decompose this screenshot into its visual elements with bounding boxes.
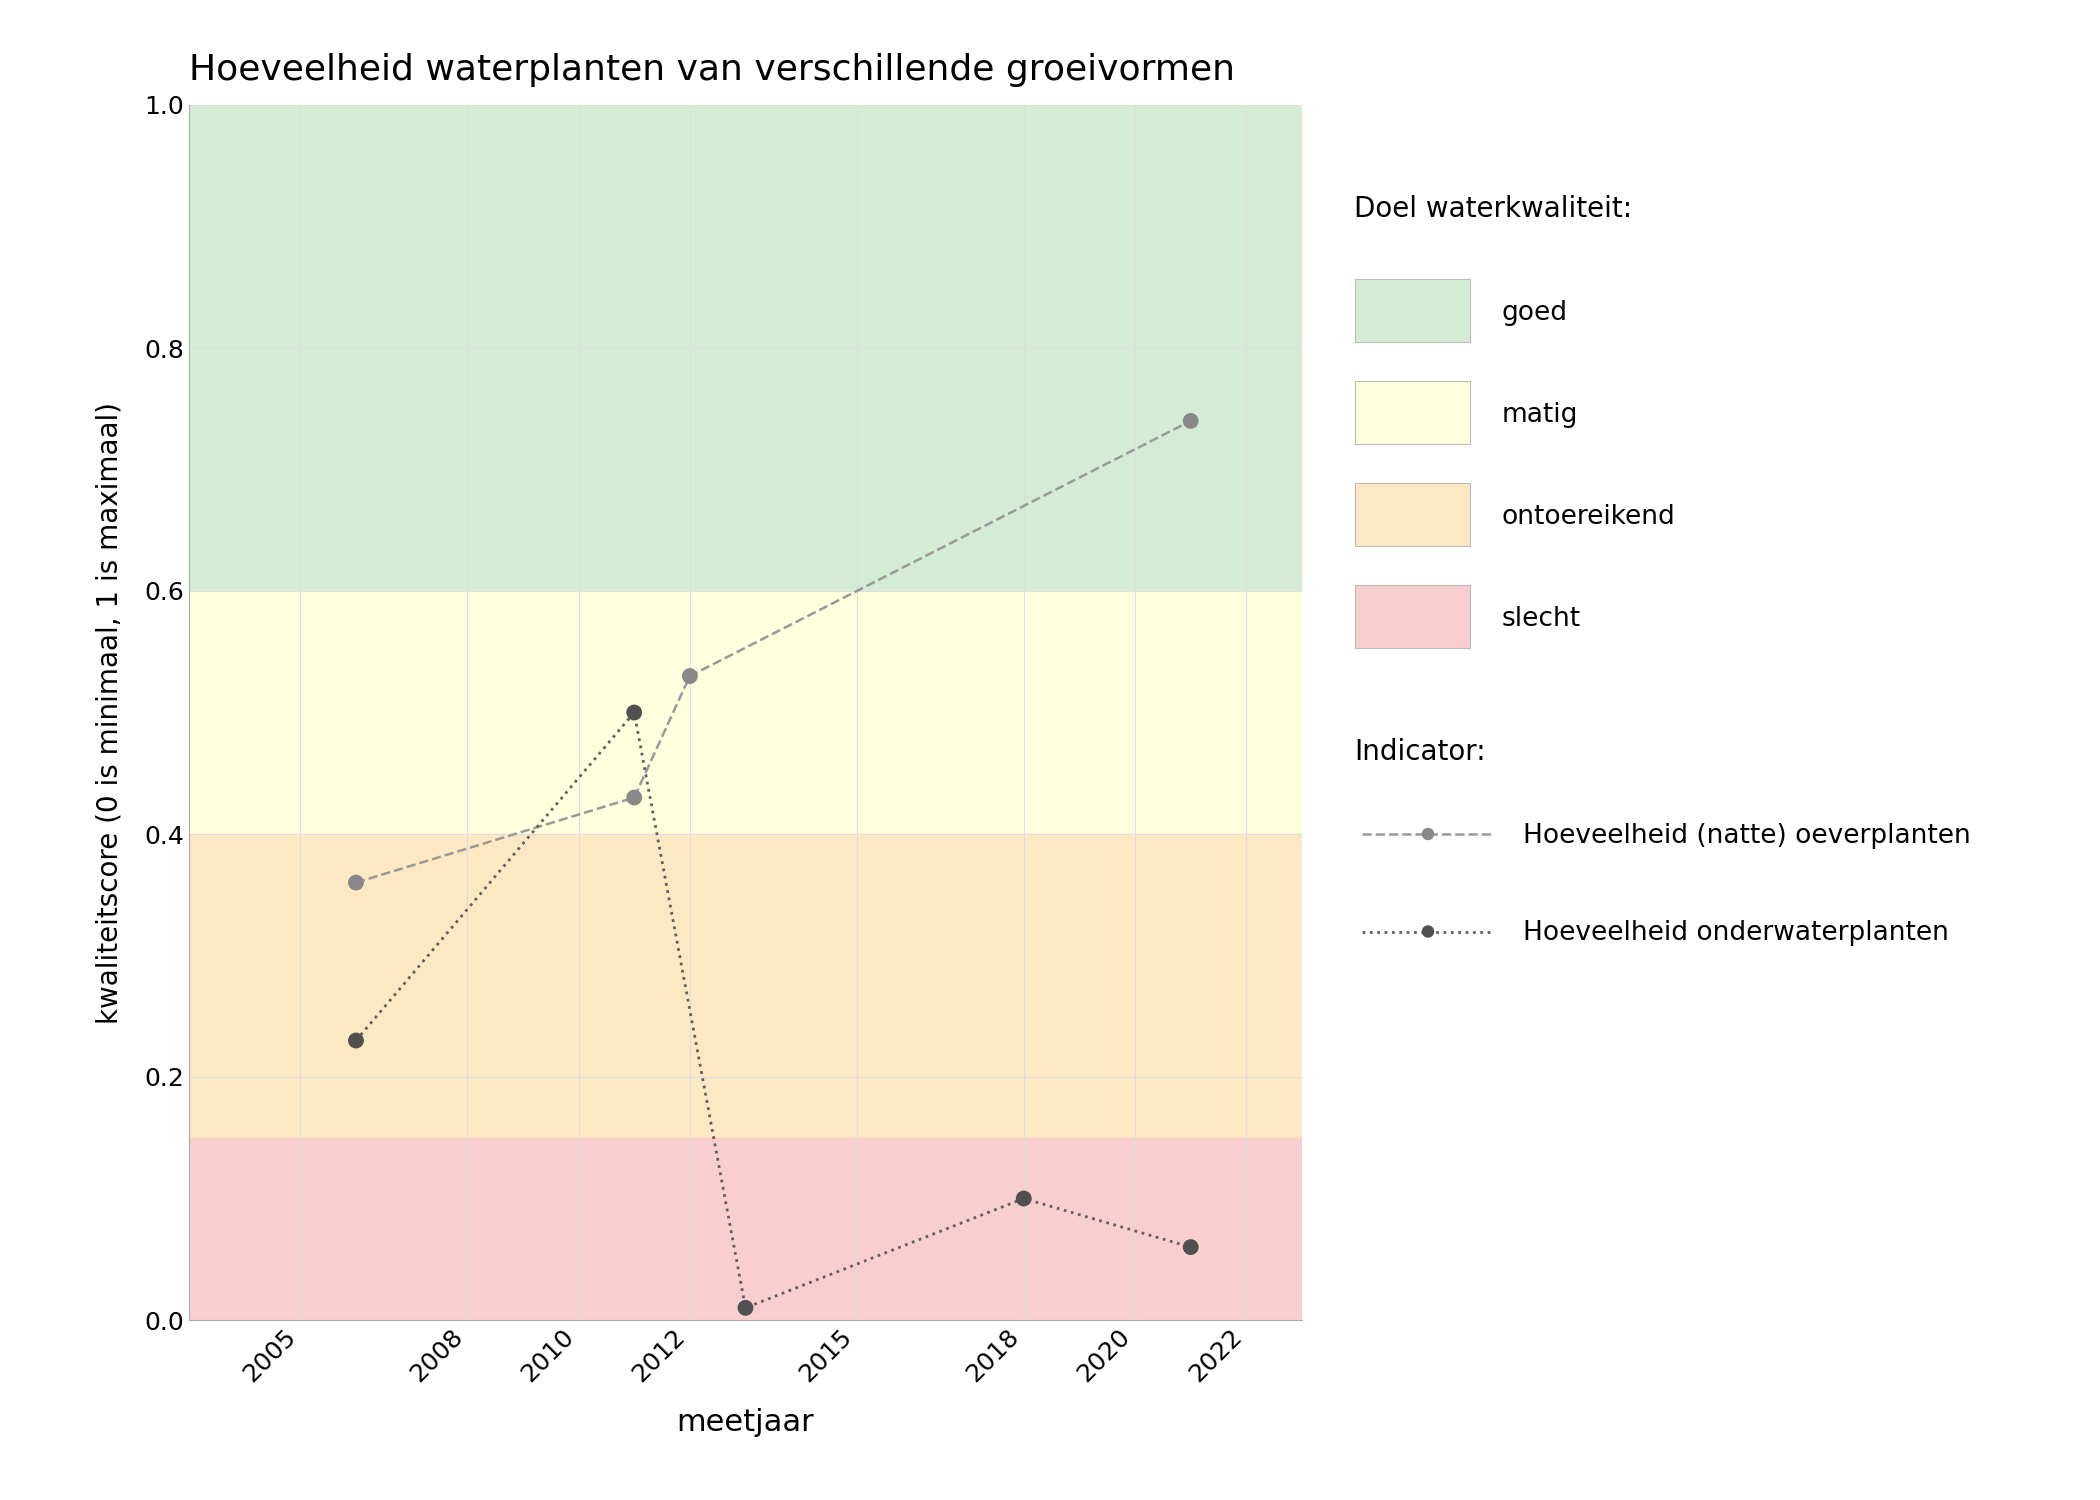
- Bar: [189, 834, 1302, 1137]
- Bar: [189, 1137, 1302, 1320]
- Point: [617, 700, 651, 724]
- Text: ontoereikend: ontoereikend: [1502, 504, 1676, 531]
- Bar: [189, 105, 1302, 591]
- X-axis label: meetjaar: meetjaar: [676, 1408, 815, 1437]
- Text: Doel waterkwaliteit:: Doel waterkwaliteit:: [1354, 195, 1632, 223]
- Text: Hoeveelheid (natte) oeverplanten: Hoeveelheid (natte) oeverplanten: [1522, 822, 1970, 849]
- Point: [729, 1296, 762, 1320]
- Text: goed: goed: [1502, 300, 1567, 327]
- Point: [617, 786, 651, 810]
- Point: [1411, 822, 1445, 846]
- Text: Hoeveelheid waterplanten van verschillende groeivormen: Hoeveelheid waterplanten van verschillen…: [189, 53, 1235, 87]
- Y-axis label: kwaliteitscore (0 is minimaal, 1 is maximaal): kwaliteitscore (0 is minimaal, 1 is maxi…: [94, 402, 124, 1023]
- Point: [338, 1029, 372, 1053]
- Point: [1411, 920, 1445, 944]
- Text: Hoeveelheid onderwaterplanten: Hoeveelheid onderwaterplanten: [1522, 920, 1949, 946]
- Point: [338, 870, 372, 894]
- Text: matig: matig: [1502, 402, 1577, 429]
- Bar: [189, 591, 1302, 834]
- Point: [1174, 410, 1208, 434]
- Point: [1008, 1186, 1042, 1210]
- Text: slecht: slecht: [1502, 606, 1581, 633]
- Text: Indicator:: Indicator:: [1354, 738, 1487, 766]
- Point: [674, 664, 708, 688]
- Point: [1174, 1234, 1208, 1258]
